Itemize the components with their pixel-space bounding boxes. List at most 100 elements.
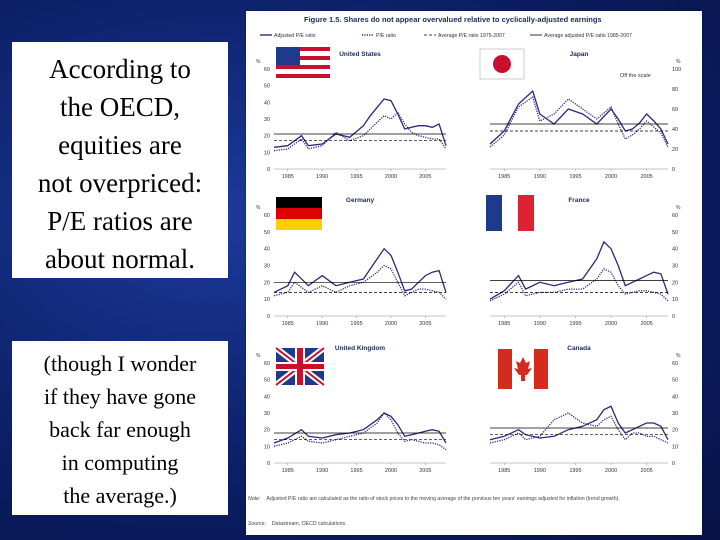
y-tick-label: 40	[672, 247, 678, 253]
x-tick-label: 1995	[569, 321, 581, 327]
chart-panel-germany: Germany% 0 10 20 30 40 50 60 1985 1990 1995 2000 200…	[256, 197, 447, 327]
figure-note: Note: Adjusted P/E ratio are calculated …	[248, 487, 620, 504]
uk-flag-icon	[274, 345, 326, 388]
france-flag-icon	[486, 195, 534, 231]
x-tick-label: 2005	[641, 321, 653, 327]
y-tick-label: 100	[672, 67, 681, 73]
y-tick-label: 50	[264, 230, 270, 236]
y-tick-label: 30	[672, 264, 678, 270]
unit-label: %	[676, 205, 681, 211]
y-tick-label: 60	[672, 107, 678, 113]
panel-title: United States	[339, 51, 381, 58]
y-tick-label: 50	[264, 378, 270, 384]
series-line-0	[489, 240, 669, 300]
y-tick-label: 10	[264, 297, 270, 303]
x-tick-label: 1990	[534, 468, 546, 474]
chart-panel-canada: Canada% 0 10 20 30 40 50 60 1985 1990 1995 2000 2005	[489, 345, 681, 474]
x-tick-label: 1995	[350, 174, 362, 180]
y-tick-label: 30	[264, 411, 270, 417]
unit-label: %	[256, 205, 261, 211]
main-text-line: P/E ratios are	[47, 206, 193, 236]
x-tick-label: 1990	[316, 468, 328, 474]
panel-title: Germany	[346, 197, 375, 204]
x-tick-label: 2005	[641, 468, 653, 474]
note-text: Adjusted P/E ratio are calculated as the…	[266, 496, 619, 502]
y-tick-label: 20	[264, 134, 270, 140]
x-tick-label: 1990	[534, 174, 546, 180]
x-tick-label: 1995	[569, 174, 581, 180]
figure-title: Figure 1.5. Shares do not appear overval…	[304, 15, 602, 24]
usa-flag-icon	[276, 47, 330, 81]
y-tick-label: 20	[264, 428, 270, 434]
x-tick-label: 1990	[534, 321, 546, 327]
x-tick-label: 1990	[316, 321, 328, 327]
y-tick-label: 0	[672, 167, 675, 173]
series-line-0	[273, 98, 447, 148]
y-tick-label: 0	[672, 314, 675, 320]
y-tick-label: 50	[264, 84, 270, 90]
y-tick-label: 40	[264, 247, 270, 253]
main-text-line: the OECD,	[60, 92, 180, 122]
chart-panel-united-kingdom: United Kingdom% 0 10 20 30 40 50 60 1985 1990 1995…	[256, 345, 447, 474]
note-label: Note:	[248, 496, 261, 502]
series-line-1	[273, 264, 447, 300]
legend: Adjusted P/E ratio P/E ratio Average P/E…	[260, 33, 632, 39]
source-label: Source:	[248, 521, 266, 527]
x-tick-label: 2000	[605, 468, 617, 474]
y-tick-label: 20	[264, 280, 270, 286]
aside-text-line: if they have gone	[43, 384, 197, 409]
japan-flag-icon	[479, 48, 525, 80]
chart-panel-france: France% 0 10 20 30 40 50 60 1985 1990 1995 2000 2005	[489, 197, 681, 327]
y-tick-label: 40	[672, 127, 678, 133]
x-tick-label: 1990	[316, 174, 328, 180]
x-tick-label: 1995	[569, 468, 581, 474]
panel-title: Japan	[570, 51, 589, 58]
canada-flag-icon	[498, 349, 548, 389]
figure-source: Source: Datastream, OECD calculations.	[248, 512, 347, 529]
series-line-1	[273, 411, 447, 451]
unit-label: %	[676, 353, 681, 359]
y-tick-label: 50	[672, 378, 678, 384]
aside-text-line: (though I wonder	[43, 351, 197, 376]
series-line-1	[489, 268, 669, 302]
aside-text-line: back far enough	[49, 417, 191, 442]
x-tick-label: 1985	[498, 174, 510, 180]
x-tick-label: 2005	[419, 174, 431, 180]
panel-title: United Kingdom	[335, 345, 385, 352]
y-tick-label: 10	[264, 444, 270, 450]
chart-panel-united-states: United States% 0 10 20 30 40 50 60 1985 1990 1995 2…	[256, 51, 447, 180]
main-text-line: about normal.	[45, 244, 195, 274]
series-line-1	[273, 111, 447, 152]
source-text: Datastream, OECD calculations.	[272, 521, 347, 527]
panel-title: France	[568, 197, 590, 204]
y-tick-label: 20	[672, 428, 678, 434]
y-tick-label: 20	[672, 147, 678, 153]
unit-label: %	[256, 59, 261, 65]
main-text-line: equities are	[58, 130, 182, 160]
y-tick-label: 40	[264, 100, 270, 106]
x-tick-label: 1985	[282, 174, 294, 180]
x-tick-label: 2000	[605, 321, 617, 327]
main-text-box: According to the OECD, equities are not …	[12, 42, 228, 278]
legend-label: Adjusted P/E ratio	[274, 33, 316, 39]
y-tick-label: 80	[672, 87, 678, 93]
y-tick-label: 30	[672, 411, 678, 417]
chart-panels: United States% 0 10 20 30 40 50 60 1985 1990 1995 2…	[256, 51, 681, 474]
x-tick-label: 2005	[641, 174, 653, 180]
figure-svg: Figure 1.5. Shares do not appear overval…	[248, 15, 681, 529]
x-tick-label: 2005	[419, 321, 431, 327]
x-tick-label: 1995	[350, 468, 362, 474]
x-tick-label: 1985	[498, 468, 510, 474]
chart-panel-japan: Japan% 0 20 40 60 80 100 1985 1990 1995 2000 2005 Of…	[489, 51, 681, 180]
x-tick-label: 1985	[282, 321, 294, 327]
oecd-figure: Figure 1.5. Shares do not appear overval…	[246, 11, 702, 535]
legend-label: P/E ratio	[376, 33, 396, 39]
y-tick-label: 20	[672, 280, 678, 286]
series-line-1	[489, 95, 669, 148]
x-tick-label: 1985	[498, 321, 510, 327]
aside-text-line: in computing	[61, 450, 179, 475]
germany-flag-icon	[276, 197, 322, 230]
y-tick-label: 60	[672, 213, 678, 219]
main-text-line: not overpriced:	[37, 168, 203, 198]
y-tick-label: 10	[672, 297, 678, 303]
